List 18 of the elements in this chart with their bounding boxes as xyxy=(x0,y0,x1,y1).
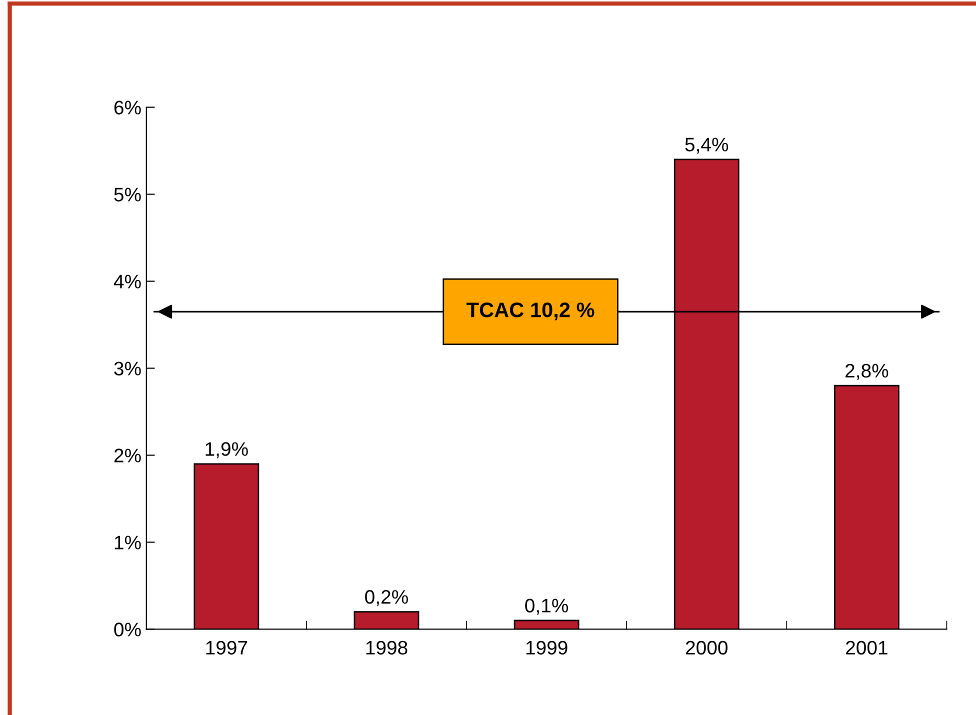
data-label: 0,2% xyxy=(365,590,408,606)
x-tick-label: 1999 xyxy=(526,640,568,655)
y-tick-label: 2% xyxy=(114,448,141,462)
x-tick-label: 1997 xyxy=(206,640,248,655)
y-tick-label: 0% xyxy=(114,622,141,636)
x-tick-label: 2001 xyxy=(846,640,888,655)
x-tick-label: 1998 xyxy=(366,640,408,655)
y-tick-label: 4% xyxy=(114,274,141,288)
y-tick-label: 1% xyxy=(114,536,141,550)
data-label: 0,1% xyxy=(525,598,568,615)
data-label: 5,4% xyxy=(685,138,728,154)
ref-line-label: TCAC 10,2 % xyxy=(466,302,594,320)
x-tick-label: 2000 xyxy=(686,640,728,655)
data-label: 2,8% xyxy=(846,364,888,380)
data-label: 1,9% xyxy=(206,442,248,458)
y-tick-label: 3% xyxy=(114,362,141,376)
y-tick-label: 5% xyxy=(114,188,141,202)
y-tick-label: 6% xyxy=(114,100,141,114)
